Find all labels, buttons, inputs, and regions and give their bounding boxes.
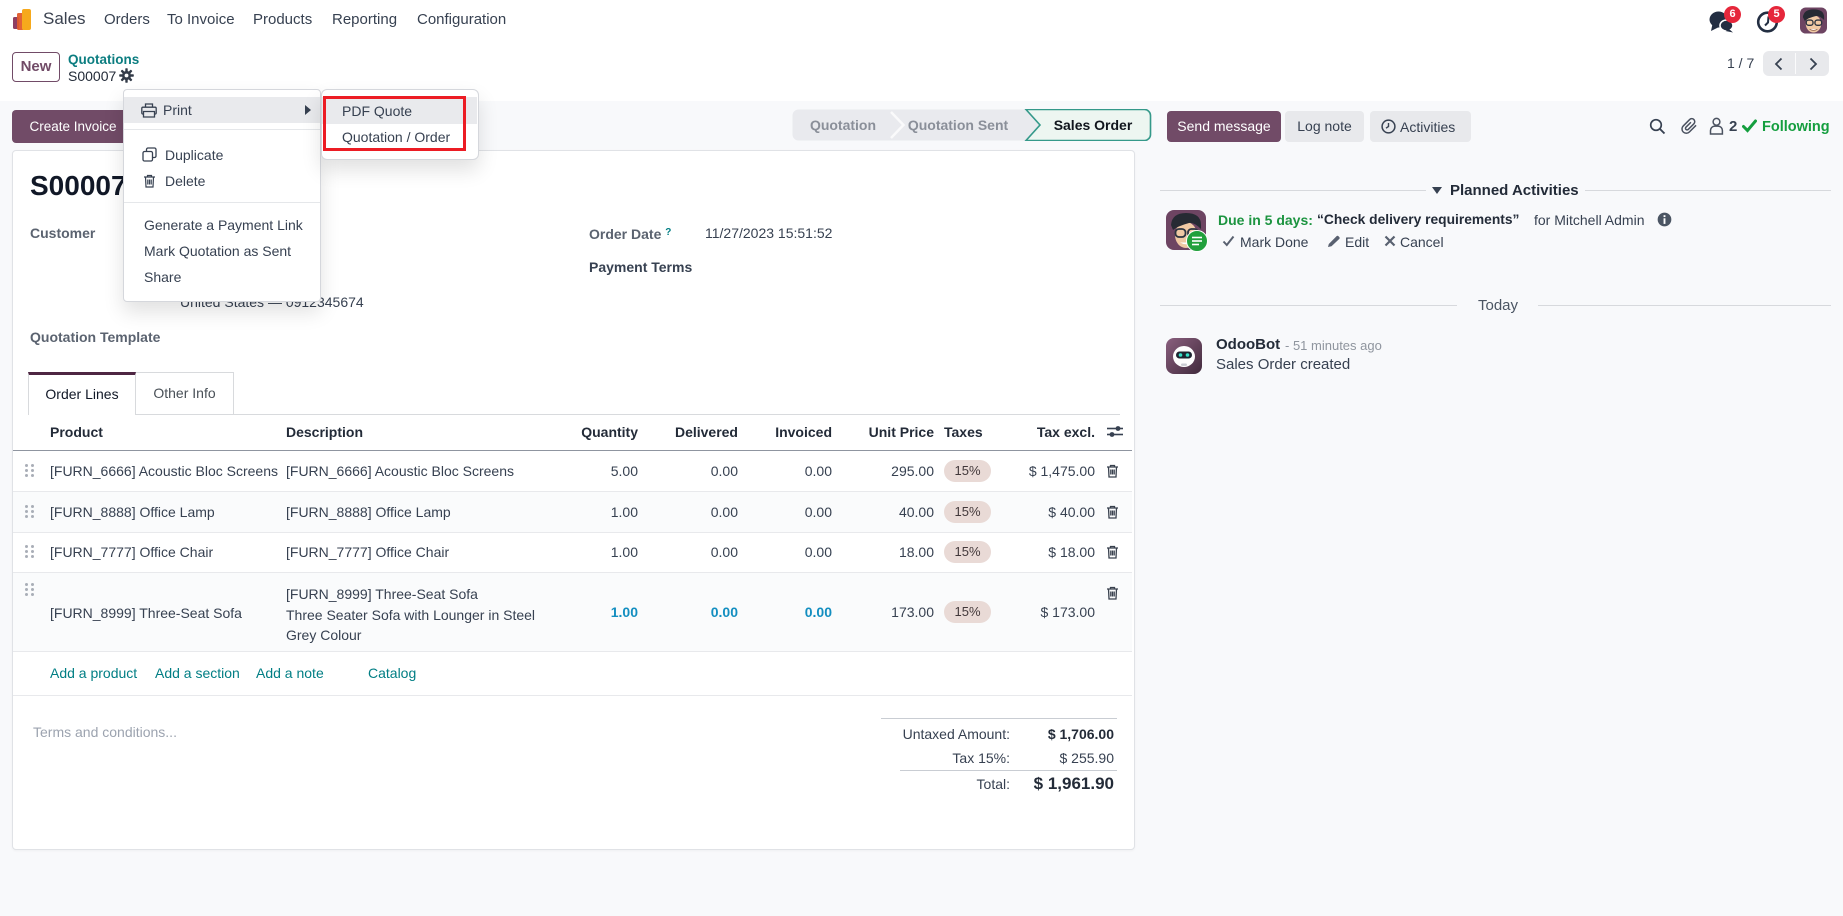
svg-text:Quotation Sent: Quotation Sent xyxy=(908,117,1009,133)
svg-text:Quotation: Quotation xyxy=(810,117,876,133)
svg-text:Sales Order: Sales Order xyxy=(1054,117,1133,133)
